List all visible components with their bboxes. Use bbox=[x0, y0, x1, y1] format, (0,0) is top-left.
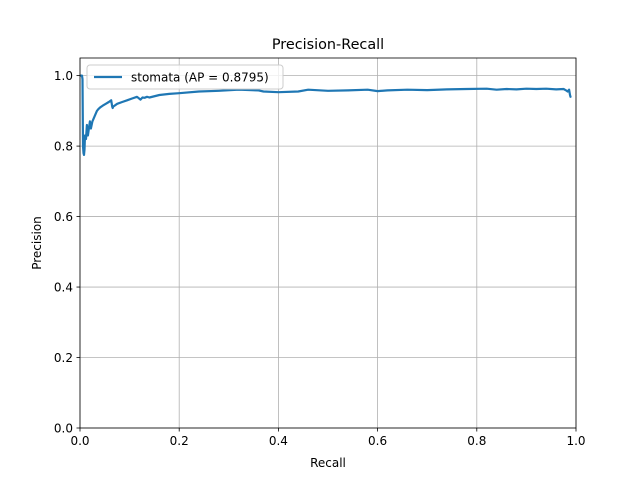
y-tick-label: 0.8 bbox=[54, 140, 73, 154]
y-tick-label: 0.4 bbox=[54, 281, 73, 295]
x-tick-label: 0.2 bbox=[170, 434, 189, 448]
y-tick-label: 0.6 bbox=[54, 210, 73, 224]
series-layer bbox=[79, 74, 572, 156]
legend-box bbox=[86, 64, 284, 90]
legend: stomata (AP = 0.8795) bbox=[86, 64, 284, 90]
x-tick-label: 0.6 bbox=[368, 434, 387, 448]
grid-lines bbox=[79, 58, 577, 429]
y-tick-label: 0.0 bbox=[54, 422, 73, 436]
x-axis-ticks: 0.0 0.2 0.4 0.6 0.8 1.0 bbox=[70, 428, 586, 448]
chart-title: Precision-Recall bbox=[272, 37, 384, 53]
x-tick-label: 0.8 bbox=[467, 434, 486, 448]
x-tick-label: 0.0 bbox=[70, 434, 89, 448]
y-axis-ticks: 0.0 0.2 0.4 0.6 0.8 1.0 bbox=[54, 69, 80, 436]
y-tick-label: 0.2 bbox=[54, 351, 73, 365]
legend-entry: stomata (AP = 0.8795) bbox=[131, 71, 269, 85]
x-axis-label: Recall bbox=[310, 456, 346, 470]
series-line-0 bbox=[79, 74, 572, 156]
axes-background bbox=[80, 58, 576, 428]
x-tick-label: 1.0 bbox=[566, 434, 585, 448]
x-tick-label: 0.4 bbox=[269, 434, 288, 448]
y-tick-label: 1.0 bbox=[54, 69, 73, 83]
y-axis-label: Precision bbox=[30, 216, 44, 270]
plot-area: 0.0 0.2 0.4 0.6 0.8 1.0 0.0 0.2 0.4 0.6 0.8 1.0 bbox=[54, 57, 586, 448]
axes-frame bbox=[79, 57, 577, 429]
